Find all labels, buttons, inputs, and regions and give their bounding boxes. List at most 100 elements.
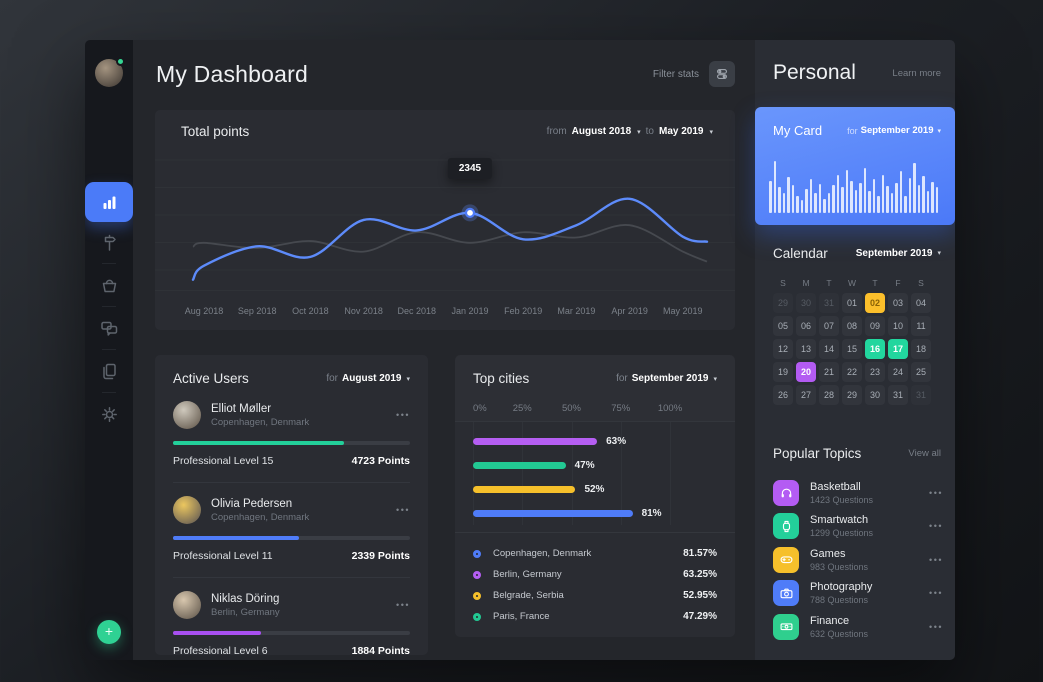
calendar-day[interactable]: 31	[888, 385, 908, 405]
calendar-day[interactable]: 14	[819, 339, 839, 359]
calendar-day[interactable]: 01	[842, 293, 862, 313]
filter-stats-button[interactable]	[709, 61, 735, 87]
date-range-selector[interactable]: from August 2018 ▾ to May 2019 ▾	[547, 126, 713, 137]
more-icon[interactable]: •••	[929, 554, 943, 565]
calendar-day[interactable]: 21	[819, 362, 839, 382]
calendar-period-selector[interactable]: September 2019 ▾	[856, 248, 941, 259]
to-value[interactable]: May 2019	[659, 126, 704, 137]
topic-item[interactable]: Photography 788 Questions •••	[773, 577, 943, 611]
period-value[interactable]: September 2019	[631, 373, 709, 384]
more-icon[interactable]: •••	[396, 410, 410, 420]
calendar-day[interactable]: 02	[865, 293, 885, 313]
more-icon[interactable]: •••	[929, 621, 943, 632]
from-value[interactable]: August 2018	[571, 126, 632, 137]
calendar-day[interactable]: 27	[796, 385, 816, 405]
calendar-day[interactable]: 23	[865, 362, 885, 382]
sidebar-item-chat[interactable]	[85, 308, 133, 348]
calendar-day[interactable]: 15	[842, 339, 862, 359]
axis-tick: 25%	[512, 403, 532, 414]
users-list: Elliot Møller Copenhagen, Denmark ••• Profe…	[173, 388, 410, 660]
topic-item[interactable]: Basketball 1423 Questions •••	[773, 476, 943, 510]
spark-bar	[904, 195, 907, 213]
active-users-period-selector[interactable]: for August 2019 ▾	[326, 373, 410, 384]
spark-bar	[872, 179, 875, 213]
more-icon[interactable]: •••	[396, 600, 410, 610]
avatar	[173, 591, 201, 619]
sidebar-item-documents[interactable]	[85, 351, 133, 391]
period-value[interactable]: August 2019	[342, 373, 402, 384]
calendar-day[interactable]: 26	[773, 385, 793, 405]
calendar-day[interactable]: 11	[911, 316, 931, 336]
legend-row: Belgrade, Serbia 52.95%	[473, 585, 717, 606]
topic-item[interactable]: Games 983 Questions •••	[773, 543, 943, 577]
sidebar-item-stats[interactable]	[85, 182, 133, 222]
more-icon[interactable]: •••	[929, 521, 943, 532]
chart-baseline	[155, 290, 735, 291]
calendar-day[interactable]: 12	[773, 339, 793, 359]
more-icon[interactable]: •••	[929, 487, 943, 498]
settings-icon	[101, 406, 117, 422]
calendar-day[interactable]: 30	[796, 293, 816, 313]
for-label: for	[326, 373, 339, 384]
calendar-day[interactable]: 19	[773, 362, 793, 382]
day-of-week-label: T	[872, 278, 878, 288]
user-row: Elliot Møller Copenhagen, Denmark ••• Profe…	[173, 388, 410, 482]
period-value[interactable]: September 2019	[855, 247, 933, 259]
calendar-day[interactable]: 31	[911, 385, 931, 405]
calendar-day[interactable]: 17	[888, 339, 908, 359]
legend-percent: 52.95%	[683, 590, 717, 601]
sidebar-item-signpost[interactable]	[85, 222, 133, 262]
spark-bar	[787, 177, 790, 213]
calendar-day[interactable]: 28	[819, 385, 839, 405]
month-label: Apr 2019	[611, 306, 648, 316]
spark-bar	[854, 189, 857, 213]
more-icon[interactable]: •••	[929, 588, 943, 599]
documents-icon	[102, 363, 116, 379]
learn-more-link[interactable]: Learn more	[892, 67, 941, 79]
calendar-day[interactable]: 25	[911, 362, 931, 382]
calendar-day[interactable]: 20	[796, 362, 816, 382]
calendar-day[interactable]: 07	[819, 316, 839, 336]
spark-bar	[899, 171, 902, 213]
top-cities-period-selector[interactable]: for September 2019 ▾	[616, 373, 717, 384]
day-of-week-label: F	[895, 278, 901, 288]
my-card-period-selector[interactable]: for September 2019 ▾	[847, 125, 941, 136]
spark-bar	[868, 190, 871, 213]
calendar-day[interactable]: 18	[911, 339, 931, 359]
calendar-day[interactable]: 24	[888, 362, 908, 382]
legend-percent: 47.29%	[683, 611, 717, 622]
legend-row: Berlin, Germany 63.25%	[473, 564, 717, 585]
sidebar-item-basket[interactable]	[85, 265, 133, 305]
calendar-day[interactable]: 30	[865, 385, 885, 405]
topic-item[interactable]: Smartwatch 1299 Questions •••	[773, 510, 943, 544]
calendar-day[interactable]: 08	[842, 316, 862, 336]
my-card[interactable]: My Card for September 2019 ▾	[755, 107, 955, 225]
calendar-day[interactable]: 22	[842, 362, 862, 382]
legend-percent: 81.57%	[683, 548, 717, 559]
calendar-day[interactable]: 13	[796, 339, 816, 359]
calendar-day[interactable]: 10	[888, 316, 908, 336]
avatar[interactable]	[95, 57, 125, 87]
sidebar-item-settings[interactable]	[85, 394, 133, 434]
view-all-link[interactable]: View all	[908, 447, 941, 459]
topic-item[interactable]: Finance 632 Questions •••	[773, 610, 943, 644]
calendar-day[interactable]: 06	[796, 316, 816, 336]
add-button[interactable]: +	[97, 620, 121, 644]
legend-city: Copenhagen, Denmark	[493, 548, 592, 559]
topic-text: Smartwatch 1299 Questions	[810, 514, 873, 538]
calendar-title: Calendar	[773, 245, 828, 261]
calendar-day[interactable]: 29	[773, 293, 793, 313]
more-icon[interactable]: •••	[396, 505, 410, 515]
calendar-day[interactable]: 04	[911, 293, 931, 313]
calendar-day[interactable]: 09	[865, 316, 885, 336]
calendar-day[interactable]: 29	[842, 385, 862, 405]
period-value[interactable]: September 2019	[860, 125, 934, 136]
my-card-bar-chart	[769, 155, 941, 213]
calendar-day[interactable]: 03	[888, 293, 908, 313]
calendar-day[interactable]: 16	[865, 339, 885, 359]
calendar-day[interactable]: 05	[773, 316, 793, 336]
calendar-day[interactable]: 31	[819, 293, 839, 313]
user-level: Professional Level 15	[173, 455, 274, 467]
legend-city: Berlin, Germany	[493, 569, 562, 580]
legend-city: Belgrade, Serbia	[493, 590, 564, 601]
